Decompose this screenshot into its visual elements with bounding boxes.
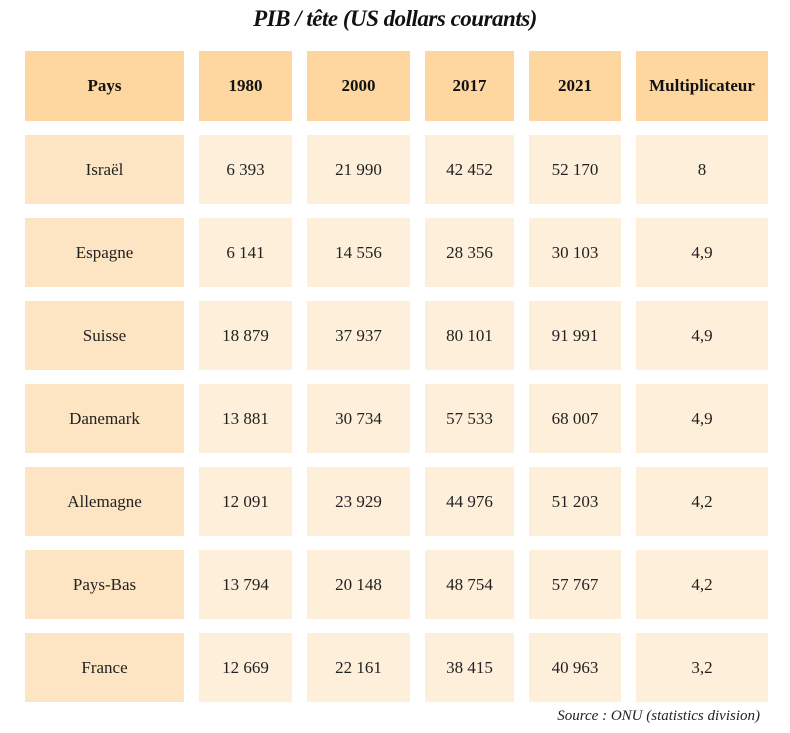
value-cell-2000: 37 937 bbox=[307, 301, 410, 370]
multiplier-cell: 4,9 bbox=[636, 384, 768, 453]
country-cell: Israël bbox=[25, 135, 184, 204]
value-cell-2017: 80 101 bbox=[425, 301, 514, 370]
header-cell-2017: 2017 bbox=[425, 51, 514, 121]
value-cell-2021: 40 963 bbox=[529, 633, 621, 702]
value-cell-1980: 6 393 bbox=[199, 135, 292, 204]
country-cell: Espagne bbox=[25, 218, 184, 287]
value-cell-1980: 18 879 bbox=[199, 301, 292, 370]
value-cell-2021: 30 103 bbox=[529, 218, 621, 287]
header-cell-2000: 2000 bbox=[307, 51, 410, 121]
value-cell-2000: 20 148 bbox=[307, 550, 410, 619]
multiplier-cell: 3,2 bbox=[636, 633, 768, 702]
multiplier-cell: 4,9 bbox=[636, 301, 768, 370]
multiplier-cell: 4,9 bbox=[636, 218, 768, 287]
value-cell-2021: 52 170 bbox=[529, 135, 621, 204]
header-cell-2021: 2021 bbox=[529, 51, 621, 121]
source-note: Source : ONU (statistics division) bbox=[557, 708, 760, 724]
value-cell-2017: 28 356 bbox=[425, 218, 514, 287]
value-cell-1980: 12 669 bbox=[199, 633, 292, 702]
value-cell-2021: 51 203 bbox=[529, 467, 621, 536]
header-cell-multiplier: Multiplicateur bbox=[636, 51, 768, 121]
gdp-table: Pays 1980 2000 2017 2021 Multiplicateur … bbox=[25, 51, 768, 702]
value-cell-2021: 91 991 bbox=[529, 301, 621, 370]
value-cell-2000: 21 990 bbox=[307, 135, 410, 204]
value-cell-2017: 57 533 bbox=[425, 384, 514, 453]
header-cell-1980: 1980 bbox=[199, 51, 292, 121]
multiplier-cell: 4,2 bbox=[636, 467, 768, 536]
country-cell: Pays-Bas bbox=[25, 550, 184, 619]
value-cell-2000: 22 161 bbox=[307, 633, 410, 702]
value-cell-1980: 13 881 bbox=[199, 384, 292, 453]
value-cell-2017: 48 754 bbox=[425, 550, 514, 619]
header-cell-country: Pays bbox=[25, 51, 184, 121]
value-cell-2017: 44 976 bbox=[425, 467, 514, 536]
value-cell-2021: 68 007 bbox=[529, 384, 621, 453]
page-title: PIB / tête (US dollars courants) bbox=[253, 6, 537, 31]
multiplier-cell: 4,2 bbox=[636, 550, 768, 619]
value-cell-2021: 57 767 bbox=[529, 550, 621, 619]
country-cell: Allemagne bbox=[25, 467, 184, 536]
value-cell-2000: 30 734 bbox=[307, 384, 410, 453]
country-cell: Suisse bbox=[25, 301, 184, 370]
value-cell-2000: 14 556 bbox=[307, 218, 410, 287]
value-cell-1980: 6 141 bbox=[199, 218, 292, 287]
value-cell-1980: 13 794 bbox=[199, 550, 292, 619]
value-cell-1980: 12 091 bbox=[199, 467, 292, 536]
value-cell-2017: 42 452 bbox=[425, 135, 514, 204]
multiplier-cell: 8 bbox=[636, 135, 768, 204]
country-cell: France bbox=[25, 633, 184, 702]
value-cell-2000: 23 929 bbox=[307, 467, 410, 536]
country-cell: Danemark bbox=[25, 384, 184, 453]
value-cell-2017: 38 415 bbox=[425, 633, 514, 702]
